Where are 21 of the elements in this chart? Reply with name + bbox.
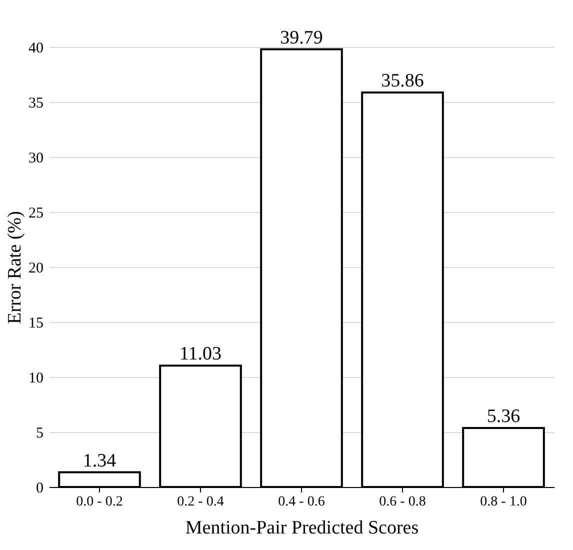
- x-tick-label: 0.0 - 0.2: [76, 494, 123, 510]
- data-label: 11.03: [179, 344, 222, 365]
- y-tick-label: 25: [28, 206, 44, 222]
- y-tick-label: 5: [36, 426, 44, 442]
- x-tick-label: 0.2 - 0.4: [177, 494, 224, 510]
- data-label: 1.34: [82, 450, 117, 472]
- y-tick-label: 20: [28, 260, 44, 276]
- x-axis-title: Mention-Pair Predicted Scores: [185, 518, 419, 538]
- data-label: 39.79: [280, 27, 323, 48]
- y-tick-label: 0: [36, 480, 44, 496]
- x-tick-label: 0.6 - 0.8: [379, 494, 426, 510]
- y-tick-label: 15: [28, 316, 44, 332]
- y-tick-label: 40: [28, 40, 44, 56]
- y-tick-label: 35: [28, 96, 44, 112]
- y-axis-title: Error Rate (%): [4, 211, 26, 324]
- data-label: 35.86: [381, 70, 424, 92]
- x-tick-label: 0.8 - 1.0: [480, 494, 527, 510]
- x-tick-label: 0.4 - 0.6: [278, 494, 325, 510]
- y-tick-label: 30: [28, 150, 44, 166]
- y-tick-label: 10: [28, 370, 44, 386]
- data-label: 5.36: [486, 406, 520, 428]
